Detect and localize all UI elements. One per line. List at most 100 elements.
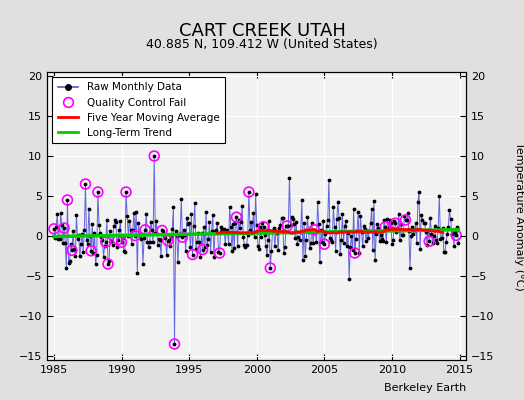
Point bbox=[162, 252, 171, 258]
Point bbox=[452, 232, 461, 238]
Point bbox=[182, 248, 190, 254]
Point bbox=[191, 200, 199, 206]
Point bbox=[325, 177, 333, 183]
Point bbox=[391, 220, 400, 226]
Point bbox=[114, 236, 122, 243]
Point bbox=[422, 228, 430, 235]
Point bbox=[199, 246, 207, 253]
Point bbox=[350, 206, 358, 212]
Point bbox=[130, 210, 138, 216]
Point bbox=[150, 153, 158, 159]
Point bbox=[68, 247, 76, 254]
Point bbox=[166, 243, 174, 249]
Point bbox=[95, 222, 103, 228]
Point bbox=[111, 217, 119, 224]
Point bbox=[93, 252, 101, 258]
Point bbox=[291, 234, 299, 241]
Point bbox=[389, 237, 397, 243]
Point bbox=[87, 248, 95, 254]
Point bbox=[118, 235, 127, 241]
Point bbox=[326, 234, 334, 241]
Point bbox=[83, 241, 92, 248]
Point bbox=[252, 191, 260, 198]
Point bbox=[267, 248, 276, 254]
Point bbox=[186, 244, 194, 251]
Point bbox=[315, 259, 324, 265]
Point bbox=[403, 210, 412, 216]
Point bbox=[147, 218, 155, 225]
Point bbox=[60, 225, 68, 231]
Point bbox=[78, 231, 86, 237]
Point bbox=[426, 214, 434, 221]
Point bbox=[96, 230, 104, 236]
Point bbox=[361, 226, 369, 233]
Point bbox=[259, 224, 268, 230]
Point bbox=[380, 217, 388, 223]
Point bbox=[276, 222, 285, 228]
Point bbox=[310, 227, 319, 233]
Point bbox=[453, 223, 462, 230]
Point bbox=[57, 210, 65, 216]
Point bbox=[121, 249, 129, 256]
Point bbox=[373, 220, 381, 227]
Point bbox=[420, 219, 429, 226]
Point bbox=[245, 189, 253, 195]
Point bbox=[170, 341, 179, 347]
Point bbox=[256, 224, 264, 230]
Point bbox=[305, 245, 314, 252]
Point bbox=[94, 189, 102, 195]
Point bbox=[138, 230, 146, 237]
Point bbox=[213, 220, 222, 226]
Point bbox=[209, 212, 217, 218]
Point bbox=[160, 232, 169, 238]
Point bbox=[320, 241, 329, 248]
Point bbox=[414, 198, 422, 205]
Point bbox=[374, 225, 383, 231]
Point bbox=[300, 220, 308, 226]
Point bbox=[91, 260, 100, 267]
Point bbox=[232, 214, 241, 220]
Point bbox=[122, 189, 130, 195]
Point bbox=[320, 241, 329, 248]
Point bbox=[185, 220, 193, 226]
Point bbox=[313, 199, 322, 205]
Point bbox=[439, 225, 447, 231]
Point bbox=[436, 236, 445, 242]
Point bbox=[264, 237, 272, 243]
Point bbox=[401, 217, 410, 223]
Point bbox=[440, 249, 448, 256]
Point bbox=[363, 228, 372, 234]
Point bbox=[152, 218, 161, 224]
Point bbox=[80, 227, 89, 234]
Point bbox=[294, 233, 303, 240]
Point bbox=[158, 227, 166, 234]
Point bbox=[351, 250, 359, 256]
Point bbox=[235, 217, 243, 223]
Point bbox=[288, 214, 296, 220]
Point bbox=[328, 239, 336, 245]
Point bbox=[355, 250, 364, 256]
Point bbox=[177, 196, 185, 202]
Point bbox=[287, 222, 295, 228]
Point bbox=[214, 249, 223, 255]
Point bbox=[265, 218, 274, 224]
Point bbox=[154, 242, 162, 248]
Point bbox=[273, 229, 281, 236]
Point bbox=[211, 228, 219, 235]
Point bbox=[311, 229, 320, 236]
Point bbox=[97, 234, 105, 240]
Point bbox=[284, 223, 292, 229]
Point bbox=[381, 224, 389, 230]
Point bbox=[282, 223, 290, 229]
Point bbox=[381, 224, 389, 230]
Point bbox=[409, 230, 418, 237]
Point bbox=[362, 238, 370, 244]
Point bbox=[106, 228, 114, 234]
Point bbox=[249, 210, 258, 216]
Point bbox=[424, 227, 432, 234]
Point bbox=[398, 232, 406, 238]
Point bbox=[104, 261, 112, 267]
Point bbox=[53, 211, 61, 217]
Point bbox=[70, 246, 79, 252]
Point bbox=[297, 229, 305, 235]
